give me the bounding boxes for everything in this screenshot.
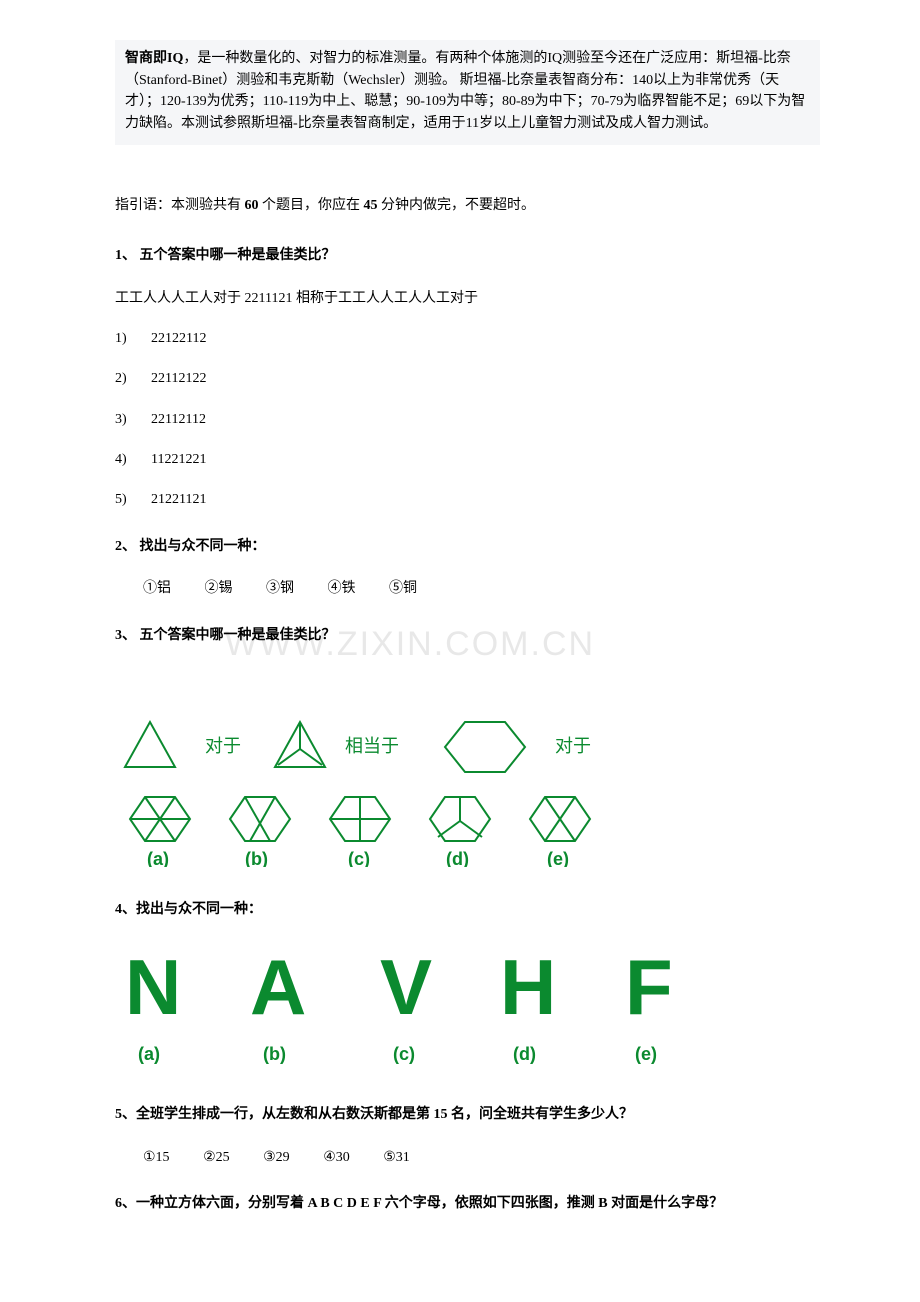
q2-options: ①铝 ②锡 ③钢 ④铁 ⑤铜	[115, 578, 820, 600]
svg-text:H: H	[500, 943, 556, 1031]
instruction: 指引语：本测验共有 60 个题目，你应在 45 分钟内做完，不要超时。	[115, 195, 820, 217]
intro-lead: 智商即IQ	[125, 51, 183, 66]
svg-text:(c): (c)	[348, 849, 370, 867]
q3-figure: 对于 相当于 对于	[115, 667, 820, 875]
q3-label-duiyu-1: 对于	[205, 736, 241, 756]
svg-text:F: F	[625, 943, 673, 1031]
svg-text:N: N	[125, 943, 181, 1031]
svg-text:(d): (d)	[446, 849, 469, 867]
question-5: 5、全班学生排成一行，从左数和从右数沃斯都是第 15 名，问全班共有学生多少人？…	[115, 1104, 820, 1169]
q4-figure: N A V H F (a) (b) (c) (d) (e)	[115, 942, 820, 1080]
q3-label-duiyu-2: 对于	[555, 736, 591, 756]
q3-label-xiangdangyu: 相当于	[345, 736, 399, 756]
question-6: 6、一种立方体六面，分别写着 A B C D E F 六个字母，依照如下四张图，…	[115, 1193, 820, 1215]
q5-options: ①15 ②25 ③29 ④30 ⑤31	[115, 1147, 820, 1169]
svg-text:(e): (e)	[635, 1044, 657, 1064]
q1-options: 1)22122112 2)22112122 3)22112112 4)11221…	[115, 328, 820, 512]
svg-text:(a): (a)	[138, 1044, 160, 1064]
question-1: 1、 五个答案中哪一种是最佳类比？ 工工人人人工人对于 2211121 相称于工…	[115, 245, 820, 512]
svg-text:(d): (d)	[513, 1044, 536, 1064]
svg-text:(b): (b)	[245, 849, 268, 867]
intro-box: 智商即IQ，是一种数量化的、对智力的标准测量。有两种个体施测的IQ测验至今还在广…	[115, 40, 820, 145]
svg-text:A: A	[250, 943, 306, 1031]
svg-text:(c): (c)	[393, 1044, 415, 1064]
svg-text:(b): (b)	[263, 1044, 286, 1064]
intro-text: ，是一种数量化的、对智力的标准测量。有两种个体施测的IQ测验至今还在广泛应用：斯…	[125, 51, 805, 131]
svg-text:(a): (a)	[147, 849, 169, 867]
question-3: WWW.ZIXIN.COM.CN 3、 五个答案中哪一种是最佳类比？ 对于 相当…	[115, 625, 820, 876]
svg-text:(e): (e)	[547, 849, 569, 867]
svg-text:V: V	[380, 943, 432, 1031]
question-2: 2、 找出与众不同一种： ①铝 ②锡 ③钢 ④铁 ⑤铜	[115, 536, 820, 601]
question-4: 4、找出与众不同一种： N A V H F (a) (b) (c) (d) (e…	[115, 899, 820, 1080]
